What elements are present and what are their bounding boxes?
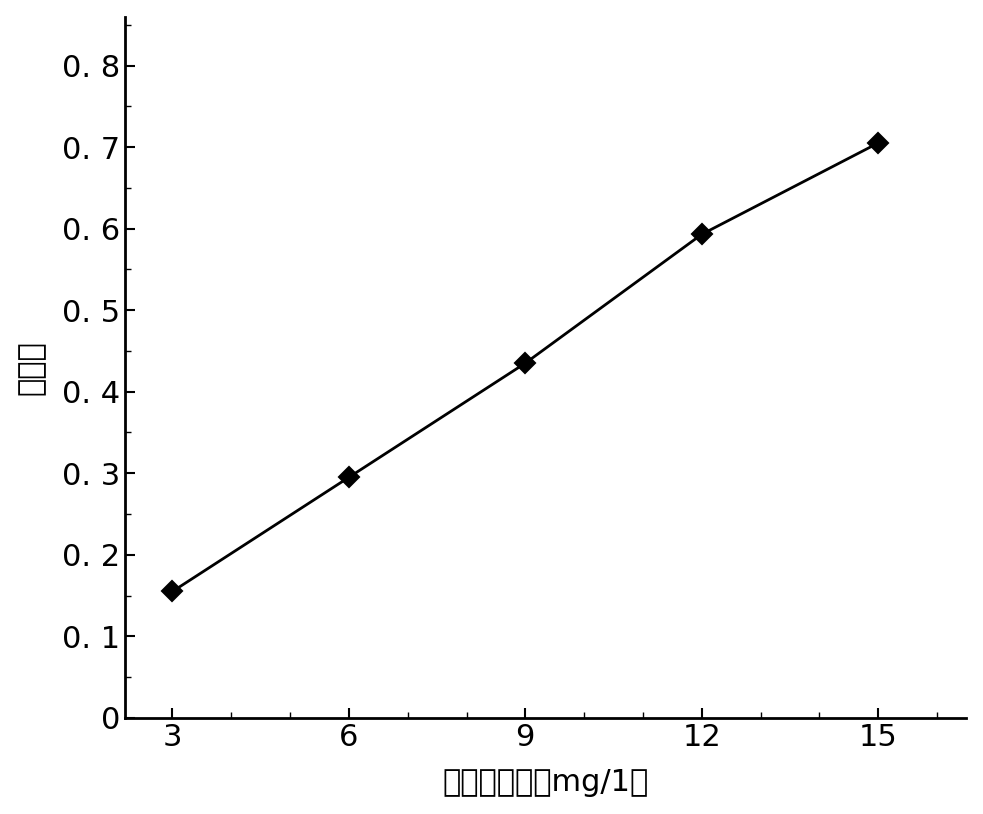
Y-axis label: 吸光度: 吸光度 [17,340,45,395]
X-axis label: 标准液浓度（mg/1）: 标准液浓度（mg/1） [442,768,649,798]
